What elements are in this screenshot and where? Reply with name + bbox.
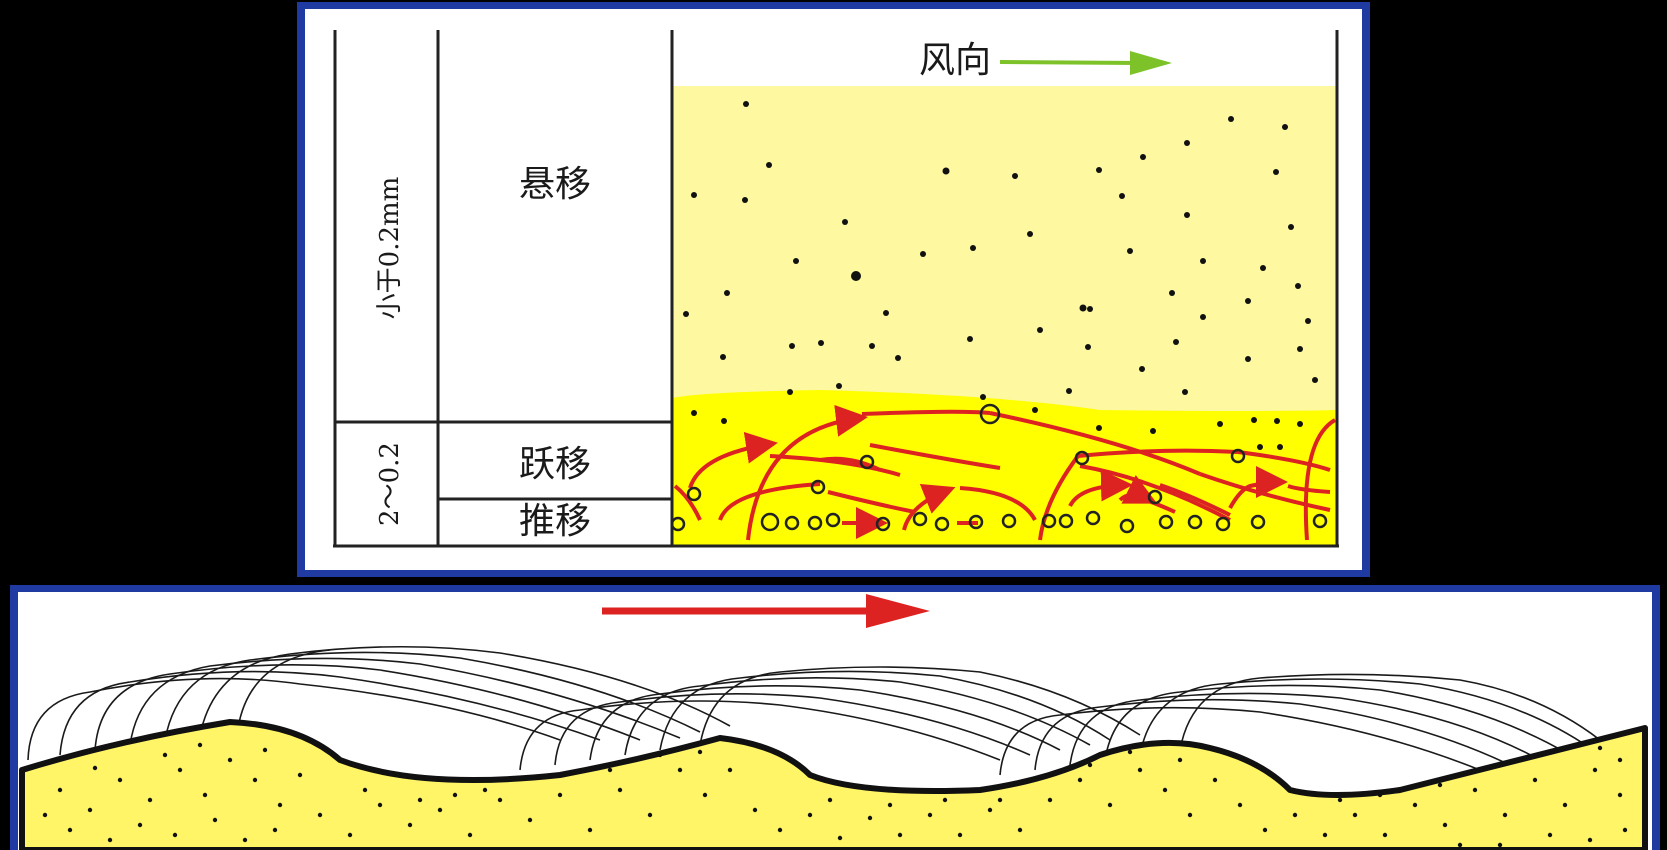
suspended-particles: [683, 101, 1318, 450]
red-right-arrow-icon: [602, 594, 930, 628]
size-fine-label: 小于0.2mm: [375, 177, 405, 320]
traction-label: 推移: [519, 501, 591, 542]
size-coarse-label: 2～0.2: [375, 442, 405, 526]
wind-direction-label: 风向: [919, 40, 991, 81]
wind-streamlines: [27, 645, 1601, 776]
green-right-arrow-icon: [999, 51, 1172, 75]
saltation-label: 跃移: [519, 444, 591, 485]
classification-table: [333, 30, 1339, 548]
dune-sand-body: [19, 719, 1648, 850]
rolling-grains: [670, 403, 1328, 534]
saltation-trajectories: [673, 404, 1337, 541]
top-panel: 悬移 跃移 推移 小于0.2mm 2～0.2 风向: [297, 2, 1370, 577]
bottom-panel: [10, 585, 1660, 850]
sand-grain-texture: [42, 742, 1628, 848]
suspension-label: 悬移: [519, 164, 591, 205]
